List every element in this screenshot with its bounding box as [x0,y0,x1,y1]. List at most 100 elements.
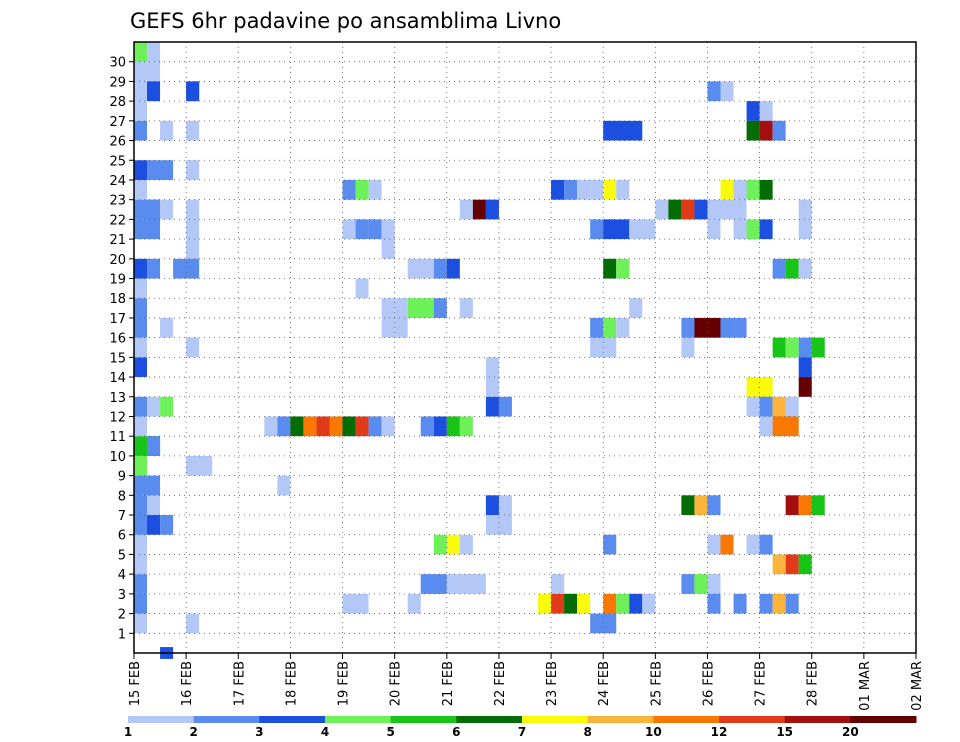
precip-cell [459,199,473,220]
precip-cell [420,416,434,437]
precip-cell [147,515,161,535]
precip-cell [433,258,447,279]
precip-cell [186,81,200,102]
precip-cell [134,613,148,634]
precip-cell [498,495,512,516]
precip-cell [733,593,747,614]
precip-cell [160,120,174,141]
precip-cell [394,317,408,338]
precip-cell [173,258,200,279]
precip-cell [186,239,200,259]
x-tick-label: 15 FEB [128,661,143,706]
precip-cell [355,219,369,240]
y-tick-label: 2 [118,608,126,623]
precip-cell [590,613,617,634]
precip-cell [720,317,734,338]
precip-cell [485,396,499,417]
y-tick-label: 20 [109,253,126,268]
colorbar-label: 20 [842,725,859,739]
y-axis: 1234567891011121314151617181920212223242… [109,56,134,642]
precip-cell [134,317,148,338]
precip-cell [564,179,578,200]
colorbar-label: 6 [452,725,460,739]
colorbar-label: 2 [189,725,197,739]
colorbar-legend: 1 2 3 4 5 6 7 8 10 12 15 20 [124,716,917,739]
x-tick-label: 23 FEB [545,661,560,706]
precip-cell [485,495,499,516]
precip-cell [590,179,604,200]
precip-cell [329,416,343,437]
precip-cell [134,416,148,437]
colorbar-swatch [259,716,326,723]
precip-cell [342,416,356,437]
precip-cell [134,495,148,516]
y-tick-label: 1 [118,627,126,642]
colorbar-swatch [850,716,917,723]
precip-cell [590,317,604,338]
precip-cell [342,219,356,240]
precip-cell [381,298,395,318]
precip-cell [694,495,708,516]
x-tick-label: 28 FEB [806,661,821,706]
colorbar-label: 4 [321,725,329,739]
precip-cell [485,357,499,378]
precip-cell [772,258,786,279]
y-tick-label: 9 [118,470,126,485]
precip-cell [407,593,421,614]
colorbar-swatch [653,716,720,723]
precip-cell [707,574,721,594]
precip-cell [811,495,825,516]
precip-cell [134,219,148,240]
precip-cell [707,593,721,614]
y-tick-label: 10 [109,450,126,465]
y-tick-label: 3 [118,588,126,603]
precip-cell [759,534,773,555]
colorbar-label: 15 [776,725,793,739]
precip-cell [772,337,786,358]
precip-cell [147,160,174,180]
precip-cell [577,593,591,614]
precip-cell [668,199,682,220]
x-tick-label: 22 FEB [493,661,508,706]
precip-cell [134,160,148,180]
precip-cell [381,239,395,259]
precip-cell [707,534,721,555]
colorbar-label: 5 [386,725,394,739]
precip-cell [798,258,812,279]
precip-cell [707,495,721,516]
precip-cell [655,199,669,220]
precip-cell [134,337,148,358]
y-tick-label: 26 [109,135,126,150]
precip-cell [603,219,630,240]
x-tick-label: 25 FEB [649,661,664,706]
precip-cell [446,574,486,594]
precip-cell [798,199,812,220]
precip-cell [603,120,643,141]
precip-cell [433,534,447,555]
y-tick-label: 18 [109,292,126,307]
precip-cell [746,101,760,121]
precip-cell [720,534,734,555]
y-tick-label: 8 [118,489,126,504]
precip-cell [772,593,786,614]
precip-cell [134,574,148,594]
precip-cell [433,298,447,318]
precip-cell [368,219,382,240]
y-tick-label: 15 [109,351,126,366]
y-tick-label: 5 [118,548,126,563]
precip-cell [746,534,760,555]
colorbar-swatch [456,716,523,723]
precip-cell [681,495,695,516]
precip-cell [472,199,486,220]
precip-cell [355,416,369,437]
precip-cell [264,416,278,437]
precip-cell [759,120,773,141]
x-axis: 15 FEB 16 FEB 17 FEB 18 FEB 19 FEB 20 FEB 21 F… [128,653,925,711]
x-tick-label: 01 MAR [858,661,873,711]
precip-cell [785,554,799,575]
plot-border [133,41,917,654]
precip-cell [407,258,434,279]
precip-cell [759,593,773,614]
precip-cell [160,317,174,338]
precip-cell [785,337,799,358]
